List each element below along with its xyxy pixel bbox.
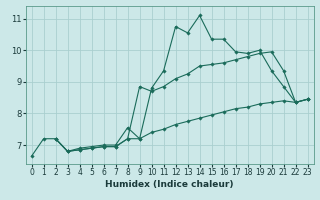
X-axis label: Humidex (Indice chaleur): Humidex (Indice chaleur) bbox=[105, 180, 234, 189]
